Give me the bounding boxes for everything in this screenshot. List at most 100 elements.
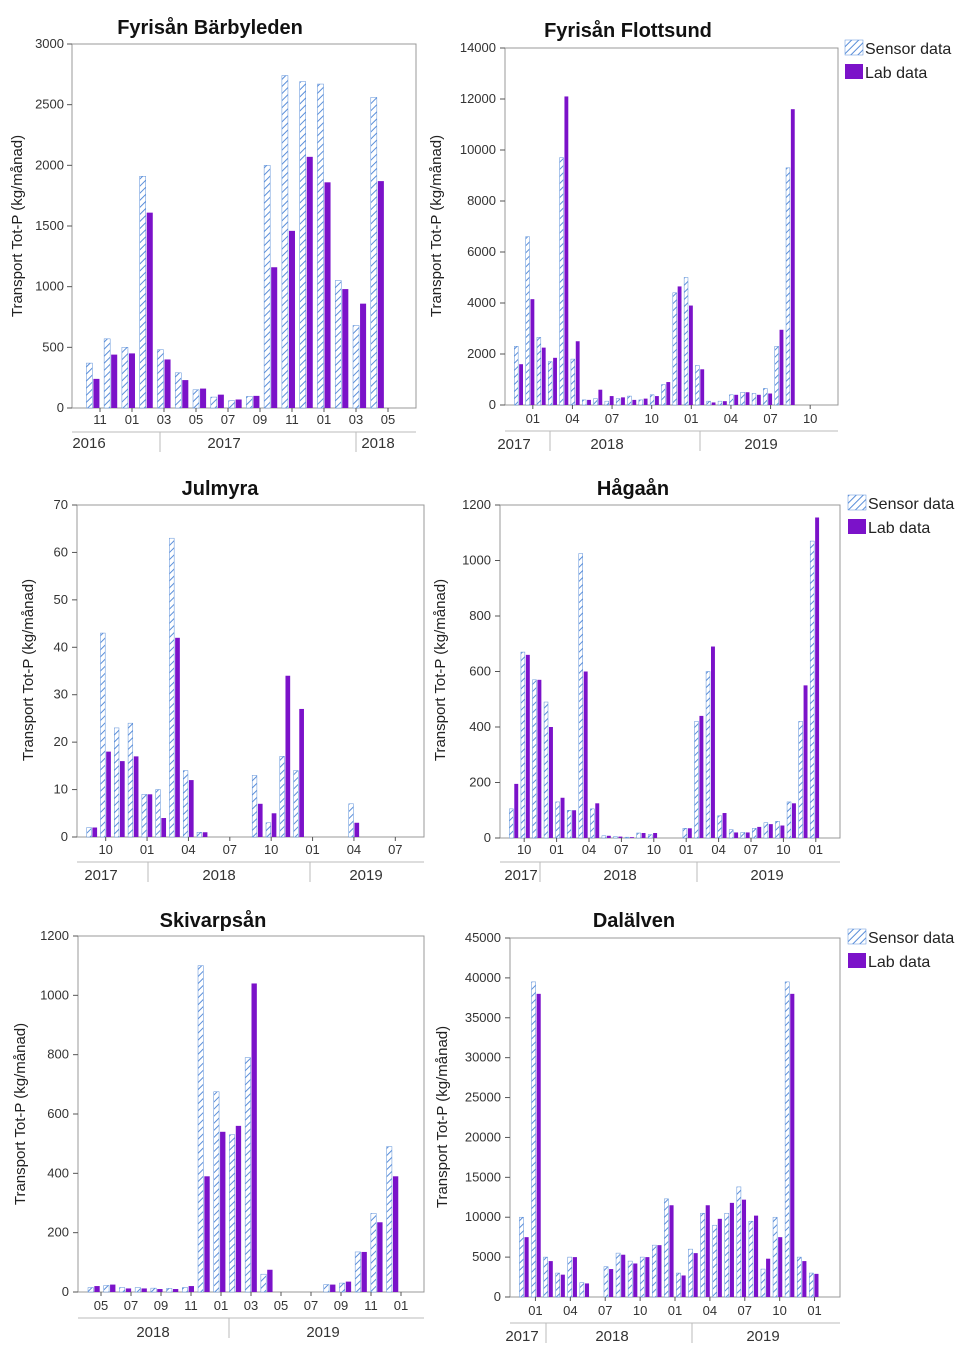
bar-sensor-2018-02 — [352, 325, 360, 409]
bar-lab-2018-09 — [632, 399, 637, 405]
y-tick-label: 0 — [57, 400, 64, 415]
bar-lab-2017-11 — [525, 654, 530, 838]
plot-frame — [76, 504, 425, 838]
bar-lab-2018-08 — [621, 1254, 626, 1297]
x-tick-label: 11 — [364, 1298, 378, 1313]
bar-sensor-2017-04 — [174, 372, 182, 409]
x-tick-label: 01 — [809, 842, 823, 857]
bar-sensor-2018-05 — [196, 832, 202, 838]
bar-lab-2019-07 — [745, 392, 750, 405]
bar-sensor-2018-10 — [265, 822, 271, 838]
bar-sensor-2019-11 — [798, 721, 803, 839]
bar-sensor-2017-03 — [157, 349, 164, 409]
y-tick-label: 5000 — [472, 1249, 501, 1264]
y-tick-label: 0 — [489, 397, 496, 412]
bar-lab-2018-01 — [541, 347, 546, 405]
bar-lab-2018-10 — [271, 813, 277, 837]
bar-lab-2017-12 — [133, 756, 139, 837]
y-tick-label: 20 — [54, 734, 68, 749]
bar-sensor-2017-10 — [100, 632, 106, 838]
year-label: 2018 — [595, 1328, 628, 1345]
bar-lab-2018-01 — [342, 289, 349, 408]
bar-lab-2019-02 — [693, 1253, 698, 1297]
bar-sensor-2017-10 — [509, 808, 514, 839]
x-tick-label: 05 — [381, 412, 395, 427]
legend-swatch-sensor — [844, 39, 864, 56]
x-tick-label: 04 — [565, 411, 579, 426]
bar-sensor-2019-11 — [796, 1256, 802, 1298]
bar-lab-2019-03 — [711, 646, 715, 838]
y-tick-label: 45000 — [465, 930, 501, 945]
y-tick-label: 8000 — [467, 193, 496, 208]
x-tick-label: 07 — [388, 842, 402, 857]
bar-lab-2017-12 — [324, 182, 331, 408]
bar-sensor-2018-04 — [567, 1256, 573, 1298]
bar-lab-2019-09 — [768, 393, 773, 405]
bar-sensor-2019-07 — [748, 1220, 754, 1298]
y-tick-label: 0 — [62, 1284, 69, 1299]
y-tick-label: 25000 — [465, 1090, 501, 1105]
bar-lab-2019-12 — [815, 517, 820, 838]
bar-lab-2019-10 — [361, 1251, 367, 1292]
year-label: 2017 — [84, 867, 117, 884]
bar-lab-2018-07 — [609, 396, 614, 405]
chart-title: Skivarpsån — [160, 909, 267, 932]
legend-label-sensor: Sensor data — [868, 496, 954, 513]
x-tick-label: 04 — [181, 842, 195, 857]
bar-lab-2018-07 — [618, 836, 623, 838]
bar-lab-2018-05 — [94, 1286, 100, 1292]
y-tick-label: 800 — [47, 1047, 69, 1062]
bar-sensor-2018-10 — [639, 1256, 645, 1298]
bar-lab-2019-03 — [700, 369, 705, 405]
bar-lab-2017-12 — [524, 1237, 529, 1297]
y-tick-label: 600 — [469, 664, 491, 679]
bar-lab-2019-09 — [780, 825, 785, 838]
bar-lab-2017-10 — [514, 783, 519, 838]
bar-sensor-2019-09 — [339, 1282, 346, 1293]
bar-sensor-2019-01 — [213, 1091, 220, 1293]
bar-lab-2019-04 — [722, 813, 727, 838]
bar-sensor-2018-03 — [370, 97, 378, 409]
bar-lab-2018-04 — [572, 1257, 577, 1297]
bar-sensor-2018-07 — [119, 1287, 126, 1293]
bar-lab-2019-01 — [677, 286, 682, 405]
bar-sensor-2019-01 — [672, 292, 677, 406]
legend-swatch-sensor — [847, 928, 867, 945]
y-tick-label: 1000 — [35, 279, 64, 294]
legend-label-lab: Lab data — [868, 954, 930, 971]
legend-swatch-lab — [848, 953, 866, 968]
bar-lab-2019-02 — [688, 305, 693, 405]
bar-sensor-2018-03 — [169, 537, 175, 838]
bar-lab-2019-12 — [392, 1176, 399, 1292]
x-tick-label: 04 — [563, 1303, 577, 1318]
x-tick-label: 05 — [274, 1298, 288, 1313]
bar-sensor-2018-08 — [624, 836, 630, 839]
bar-lab-2019-01 — [220, 1131, 226, 1292]
y-axis-label: Transport Tot-P (kg/månad) — [432, 579, 449, 761]
bar-lab-2017-09 — [271, 267, 278, 408]
y-tick-label: 1000 — [462, 553, 491, 568]
bar-sensor-2018-06 — [593, 398, 598, 406]
bar-lab-2018-01 — [147, 794, 153, 837]
bar-lab-2019-05 — [722, 401, 727, 405]
bar-sensor-2018-11 — [182, 1287, 188, 1293]
bar-sensor-2018-04 — [570, 358, 576, 406]
bar-sensor-2018-05 — [579, 1282, 585, 1298]
y-axis-label: Transport Tot-P (kg/månad) — [434, 1026, 451, 1208]
bar-sensor-2017-01 — [121, 347, 129, 409]
x-tick-label: 04 — [582, 842, 596, 857]
bar-lab-2017-12 — [537, 679, 542, 838]
y-axis-label: Transport Tot-P (kg/månad) — [9, 135, 26, 317]
year-label: 2019 — [750, 867, 783, 884]
bar-lab-2018-08 — [630, 837, 634, 838]
bar-sensor-2018-02 — [155, 789, 161, 838]
x-tick-label: 10 — [772, 1303, 786, 1318]
bar-sensor-2018-08 — [615, 1252, 621, 1298]
y-tick-label: 40000 — [465, 970, 501, 985]
x-tick-label: 11 — [285, 412, 299, 427]
bar-lab-2019-05 — [729, 1202, 734, 1297]
bar-lab-2019-11 — [377, 1222, 383, 1292]
bar-sensor-2019-05 — [717, 400, 723, 406]
x-tick-label: 01 — [305, 842, 319, 857]
x-tick-label: 10 — [647, 842, 661, 857]
